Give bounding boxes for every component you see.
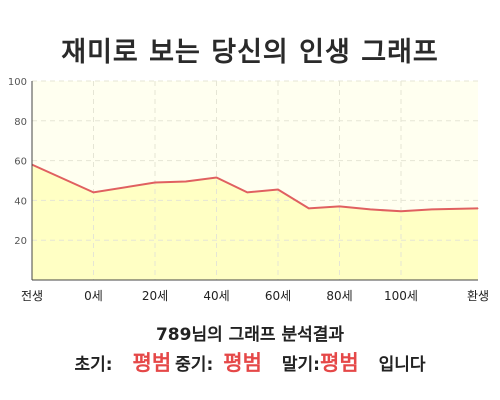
- mid-value: 평범: [223, 351, 262, 375]
- x-tick-label: 80세: [326, 289, 352, 303]
- x-tick-label: 40세: [203, 289, 229, 303]
- data-point: [308, 207, 310, 209]
- early-label: 초기:: [74, 355, 113, 375]
- x-tick-label: 20세: [142, 289, 168, 303]
- area-fill: [32, 164, 478, 280]
- data-point: [154, 181, 156, 183]
- y-tick-label: 60: [14, 157, 27, 168]
- x-tick-label: 0세: [84, 289, 103, 303]
- data-point: [277, 188, 279, 190]
- y-tick-label: 80: [14, 117, 27, 128]
- data-point: [185, 180, 187, 182]
- late-value: 평범: [320, 351, 359, 375]
- x-tick-label: 전생: [21, 289, 43, 303]
- page-title: 재미로 보는 당신의 인생 그래프: [61, 37, 439, 68]
- mid-label: 중기:: [175, 355, 214, 375]
- data-point: [369, 208, 371, 210]
- x-tick-label: 환생: [467, 289, 489, 303]
- early-value: 평범: [132, 351, 172, 375]
- data-point: [216, 177, 217, 179]
- data-point: [246, 191, 248, 193]
- y-tick-label: 40: [14, 196, 27, 207]
- data-point: [477, 207, 479, 209]
- data-point: [431, 208, 433, 210]
- analysis-heading: 789님의 그래프 분석결과: [155, 325, 345, 345]
- x-tick-label: 60세: [265, 289, 291, 303]
- data-point: [400, 210, 402, 212]
- y-tick-label: 20: [14, 236, 27, 247]
- y-tick-label: 100: [8, 77, 27, 88]
- x-tick-label: 100세: [384, 289, 418, 303]
- data-point: [93, 191, 94, 193]
- analysis-result: 초기: 평범 중기: 평범 말기: 평범 입니다: [0, 347, 500, 377]
- data-point: [339, 205, 340, 207]
- result-suffix: 입니다: [378, 355, 426, 375]
- late-label: 말기:: [281, 355, 320, 375]
